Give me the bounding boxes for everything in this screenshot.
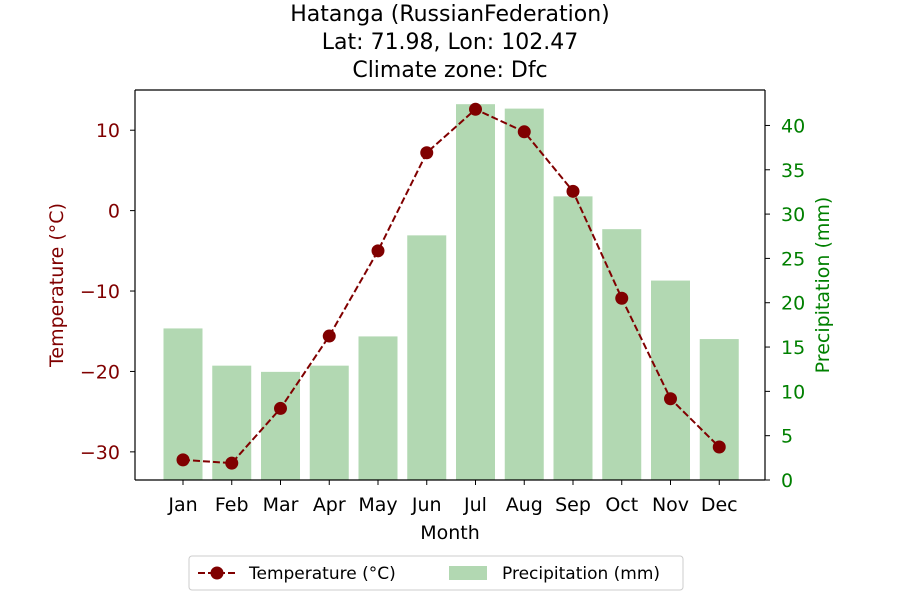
x-tick-label-aug: Aug <box>506 494 543 516</box>
x-tick-label-apr: Apr <box>313 494 346 516</box>
right-y-tick-label: 10 <box>781 381 805 403</box>
left-y-tick-label: 10 <box>96 120 120 142</box>
legend-temperature-label: Temperature (°C) <box>248 564 396 584</box>
left-y-axis-label: Temperature (°C) <box>46 203 68 368</box>
right-y-tick-label: 35 <box>781 160 805 182</box>
x-tick-label-may: May <box>358 494 397 516</box>
x-tick-label-jul: Jul <box>463 494 487 516</box>
temperature-point-jul <box>469 102 482 116</box>
temperature-point-jan <box>176 453 190 467</box>
temperature-point-may <box>371 244 385 258</box>
legend-frame <box>188 555 684 591</box>
x-tick-label-jan: Jan <box>167 494 197 516</box>
right-y-tick-label: 30 <box>781 204 805 226</box>
chart-title-line-1: Hatanga (RussianFederation) <box>290 2 610 27</box>
x-tick-label-dec: Dec <box>701 494 738 516</box>
left-y-tick-label: 0 <box>108 201 120 223</box>
temperature-point-oct <box>615 291 629 305</box>
precipitation-bar-apr <box>309 365 349 480</box>
temperature-point-nov <box>664 392 677 406</box>
chart-title-line-3: Climate zone: Dfc <box>352 58 547 83</box>
right-y-tick-label: 0 <box>781 470 793 492</box>
precipitation-bar-may <box>358 336 398 480</box>
axes <box>134 89 766 481</box>
left-y-ticks: 10 0 −10 −20 −30 <box>80 120 135 464</box>
precipitation-bar-aug <box>504 108 544 481</box>
x-tick-label-sep: Sep <box>555 494 591 516</box>
temperature-point-mar <box>274 401 287 415</box>
temperature-point-feb <box>225 456 239 470</box>
legend-precipitation-label: Precipitation (mm) <box>502 564 660 584</box>
x-tick-label-mar: Mar <box>263 494 299 516</box>
right-y-tick-label: 5 <box>781 426 793 448</box>
right-y-axis-label: Precipitation (mm) <box>812 197 834 374</box>
legend-precipitation-swatch <box>449 566 487 580</box>
right-y-tick-label: 25 <box>781 248 805 270</box>
chart-title: Hatanga (RussianFederation) Lat: 71.98, L… <box>290 2 610 83</box>
precipitation-bar-sep <box>553 196 593 481</box>
left-y-tick-label: −10 <box>80 281 120 303</box>
x-tick-label-oct: Oct <box>605 494 638 516</box>
left-y-tick-label: −20 <box>80 361 120 383</box>
precipitation-bars <box>163 104 739 481</box>
x-tick-label-nov: Nov <box>652 494 689 516</box>
precipitation-bar-dec <box>699 339 739 480</box>
x-tick-label-jun: Jun <box>411 494 442 516</box>
temperature-point-jun <box>420 146 434 160</box>
temperature-point-aug <box>517 125 531 139</box>
x-tick-label-feb: Feb <box>215 494 249 516</box>
legend: Temperature (°C) Precipitation (mm) <box>188 555 684 591</box>
precipitation-bar-nov <box>651 280 690 480</box>
legend-temperature-marker <box>210 566 224 580</box>
x-axis-label: Month <box>420 522 480 544</box>
right-y-tick-label: 20 <box>781 293 805 315</box>
right-y-tick-label: 15 <box>781 337 805 359</box>
temperature-point-dec <box>712 440 726 454</box>
x-ticks: Jan Feb Mar Apr May Jun Jul Aug Sep Oct Nov Dec <box>167 480 738 516</box>
temperature-point-apr <box>322 329 336 343</box>
temperature-point-sep <box>566 184 580 198</box>
precipitation-bar-jun <box>407 235 447 480</box>
precipitation-bar-jul <box>456 104 495 481</box>
temperature-line <box>176 102 726 470</box>
chart-title-line-2: Lat: 71.98, Lon: 102.47 <box>322 30 578 55</box>
left-y-tick-label: −30 <box>80 442 120 464</box>
right-y-ticks: 0 5 10 15 20 25 30 35 40 <box>765 115 805 492</box>
right-y-tick-label: 40 <box>781 115 805 137</box>
